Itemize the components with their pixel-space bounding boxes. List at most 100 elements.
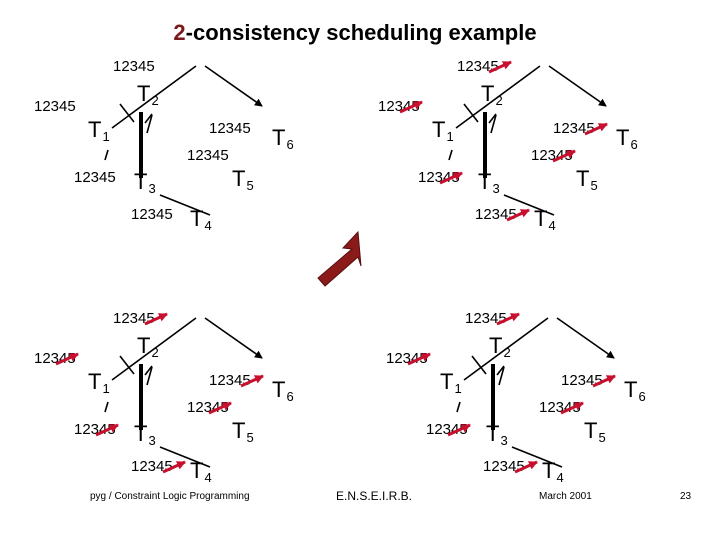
edge-1: [556, 317, 615, 359]
prune-mark-icon: [552, 149, 576, 163]
edge-4: [456, 401, 461, 413]
domain-t5: 12345: [187, 399, 229, 416]
task-subscript: 2: [503, 345, 510, 360]
task-t1: T1: [432, 117, 454, 144]
task-t6: T6: [272, 125, 294, 152]
domain-t5: 12345: [187, 147, 229, 164]
edge-0: [111, 317, 197, 381]
prune-mark-icon: [592, 374, 616, 388]
edge-4: [104, 149, 109, 161]
prune-mark-icon: [488, 60, 512, 74]
prune-mark-icon: [240, 374, 264, 388]
edge-4: [448, 149, 453, 161]
task-t6: T6: [616, 125, 638, 152]
task-t3: T3: [478, 169, 500, 196]
task-t5: T5: [232, 418, 254, 445]
prune-mark-icon: [95, 423, 119, 437]
domain-t1: 12345: [386, 350, 428, 367]
panel-step-1: T112345T212345T312345T412345T512345T6123…: [378, 58, 638, 233]
edge-0: [111, 65, 197, 129]
domain-t3: 12345: [418, 169, 460, 186]
task-t3: T3: [134, 421, 156, 448]
edge-1: [204, 317, 263, 359]
task-t1: T1: [440, 369, 462, 396]
task-t2: T2: [137, 81, 159, 108]
edge-1: [204, 65, 263, 107]
task-t2: T2: [489, 333, 511, 360]
task-subscript: 2: [151, 345, 158, 360]
domain-t6: 12345: [553, 120, 595, 137]
task-t3: T3: [486, 421, 508, 448]
domain-t4: 12345: [131, 458, 173, 475]
task-subscript: 4: [548, 218, 555, 233]
domain-t1: 12345: [34, 350, 76, 367]
edge-2: [146, 114, 153, 134]
edge-tick: [496, 365, 505, 376]
edge-3: [471, 355, 487, 375]
task-subscript: 3: [148, 181, 155, 196]
task-t2: T2: [137, 333, 159, 360]
task-t5: T5: [584, 418, 606, 445]
title-accent-number: 2: [173, 20, 186, 45]
footer-right: March 2001: [539, 491, 592, 502]
edge-4: [104, 401, 109, 413]
domain-t2: 12345: [457, 58, 499, 75]
edge-tick: [144, 365, 153, 376]
task-t5: T5: [232, 166, 254, 193]
task-subscript: 6: [286, 389, 293, 404]
task-t4: T4: [190, 458, 212, 485]
domain-t1: 12345: [378, 98, 420, 115]
prune-mark-icon: [496, 312, 520, 326]
task-subscript: 2: [495, 93, 502, 108]
panel-step-2: T112345T212345T312345T412345T512345T6123…: [34, 310, 294, 485]
task-t4: T4: [542, 458, 564, 485]
domain-t2: 12345: [113, 310, 155, 327]
transition-arrow: [317, 230, 362, 287]
edge-1: [548, 65, 607, 107]
task-t2: T2: [481, 81, 503, 108]
task-subscript: 5: [246, 430, 253, 445]
slide-title: 2-consistency scheduling example: [0, 20, 710, 46]
edge-2: [490, 114, 497, 134]
domain-t3: 12345: [426, 421, 468, 438]
task-subscript: 3: [500, 433, 507, 448]
prune-mark-icon: [144, 312, 168, 326]
transition-arrow-icon: [317, 230, 362, 287]
title-text: -consistency scheduling example: [185, 20, 537, 45]
task-subscript: 4: [556, 470, 563, 485]
edge-0: [463, 317, 549, 381]
prune-mark-icon: [560, 401, 584, 415]
prune-mark-icon: [162, 460, 186, 474]
task-t4: T4: [190, 206, 212, 233]
edge-t3-t4: [503, 194, 555, 216]
edge-tick: [144, 113, 153, 124]
task-subscript: 5: [598, 430, 605, 445]
edge-0: [455, 65, 541, 129]
edge-3: [119, 103, 135, 123]
prune-mark-icon: [584, 122, 608, 136]
task-subscript: 5: [590, 178, 597, 193]
task-subscript: 1: [102, 129, 109, 144]
task-subscript: 6: [638, 389, 645, 404]
prune-mark-icon: [439, 171, 463, 185]
domain-t6: 12345: [561, 372, 603, 389]
task-t3: T3: [134, 169, 156, 196]
task-t1: T1: [88, 117, 110, 144]
domain-t3: 12345: [74, 421, 116, 438]
prune-mark-icon: [447, 423, 471, 437]
prune-mark-icon: [506, 208, 530, 222]
task-t4: T4: [534, 206, 556, 233]
task-subscript: 1: [454, 381, 461, 396]
task-subscript: 2: [151, 93, 158, 108]
task-subscript: 4: [204, 218, 211, 233]
domain-t4: 12345: [475, 206, 517, 223]
footer-page: 23: [680, 491, 692, 502]
domain-t4: 12345: [131, 206, 173, 223]
task-subscript: 6: [286, 137, 293, 152]
edge-t3-t4: [511, 446, 563, 468]
edge-3: [463, 103, 479, 123]
domain-t3: 12345: [74, 169, 116, 186]
domain-t5: 12345: [539, 399, 581, 416]
